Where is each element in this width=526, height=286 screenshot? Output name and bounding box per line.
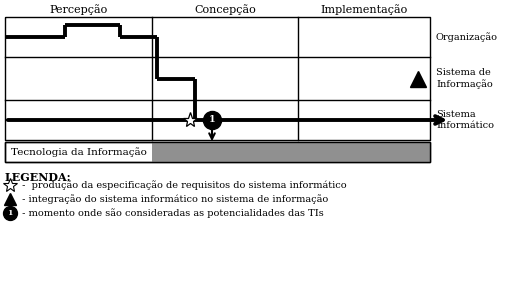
Text: LEGENDA:: LEGENDA: xyxy=(5,172,72,183)
Text: 1: 1 xyxy=(7,209,13,217)
Text: Tecnologia da Informação: Tecnologia da Informação xyxy=(11,147,146,157)
Text: Percepção: Percepção xyxy=(49,5,108,15)
Bar xyxy=(152,142,430,162)
Text: Sistema
Informático: Sistema Informático xyxy=(436,110,494,130)
Text: Sistema de
Informação: Sistema de Informação xyxy=(436,68,493,89)
Text: -  produção da especificação de requisitos do sistema informático: - produção da especificação de requisito… xyxy=(19,180,347,190)
Text: - integração do sistema informático no sistema de informação: - integração do sistema informático no s… xyxy=(19,194,328,204)
Text: Organização: Organização xyxy=(436,32,498,42)
Text: Concepção: Concepção xyxy=(194,5,256,15)
Text: 1: 1 xyxy=(209,116,215,124)
Bar xyxy=(5,142,430,162)
Text: Implementação: Implementação xyxy=(320,5,408,15)
Text: - momento onde são consideradas as potencialidades das TIs: - momento onde são consideradas as poten… xyxy=(19,208,323,218)
Bar xyxy=(5,142,430,162)
